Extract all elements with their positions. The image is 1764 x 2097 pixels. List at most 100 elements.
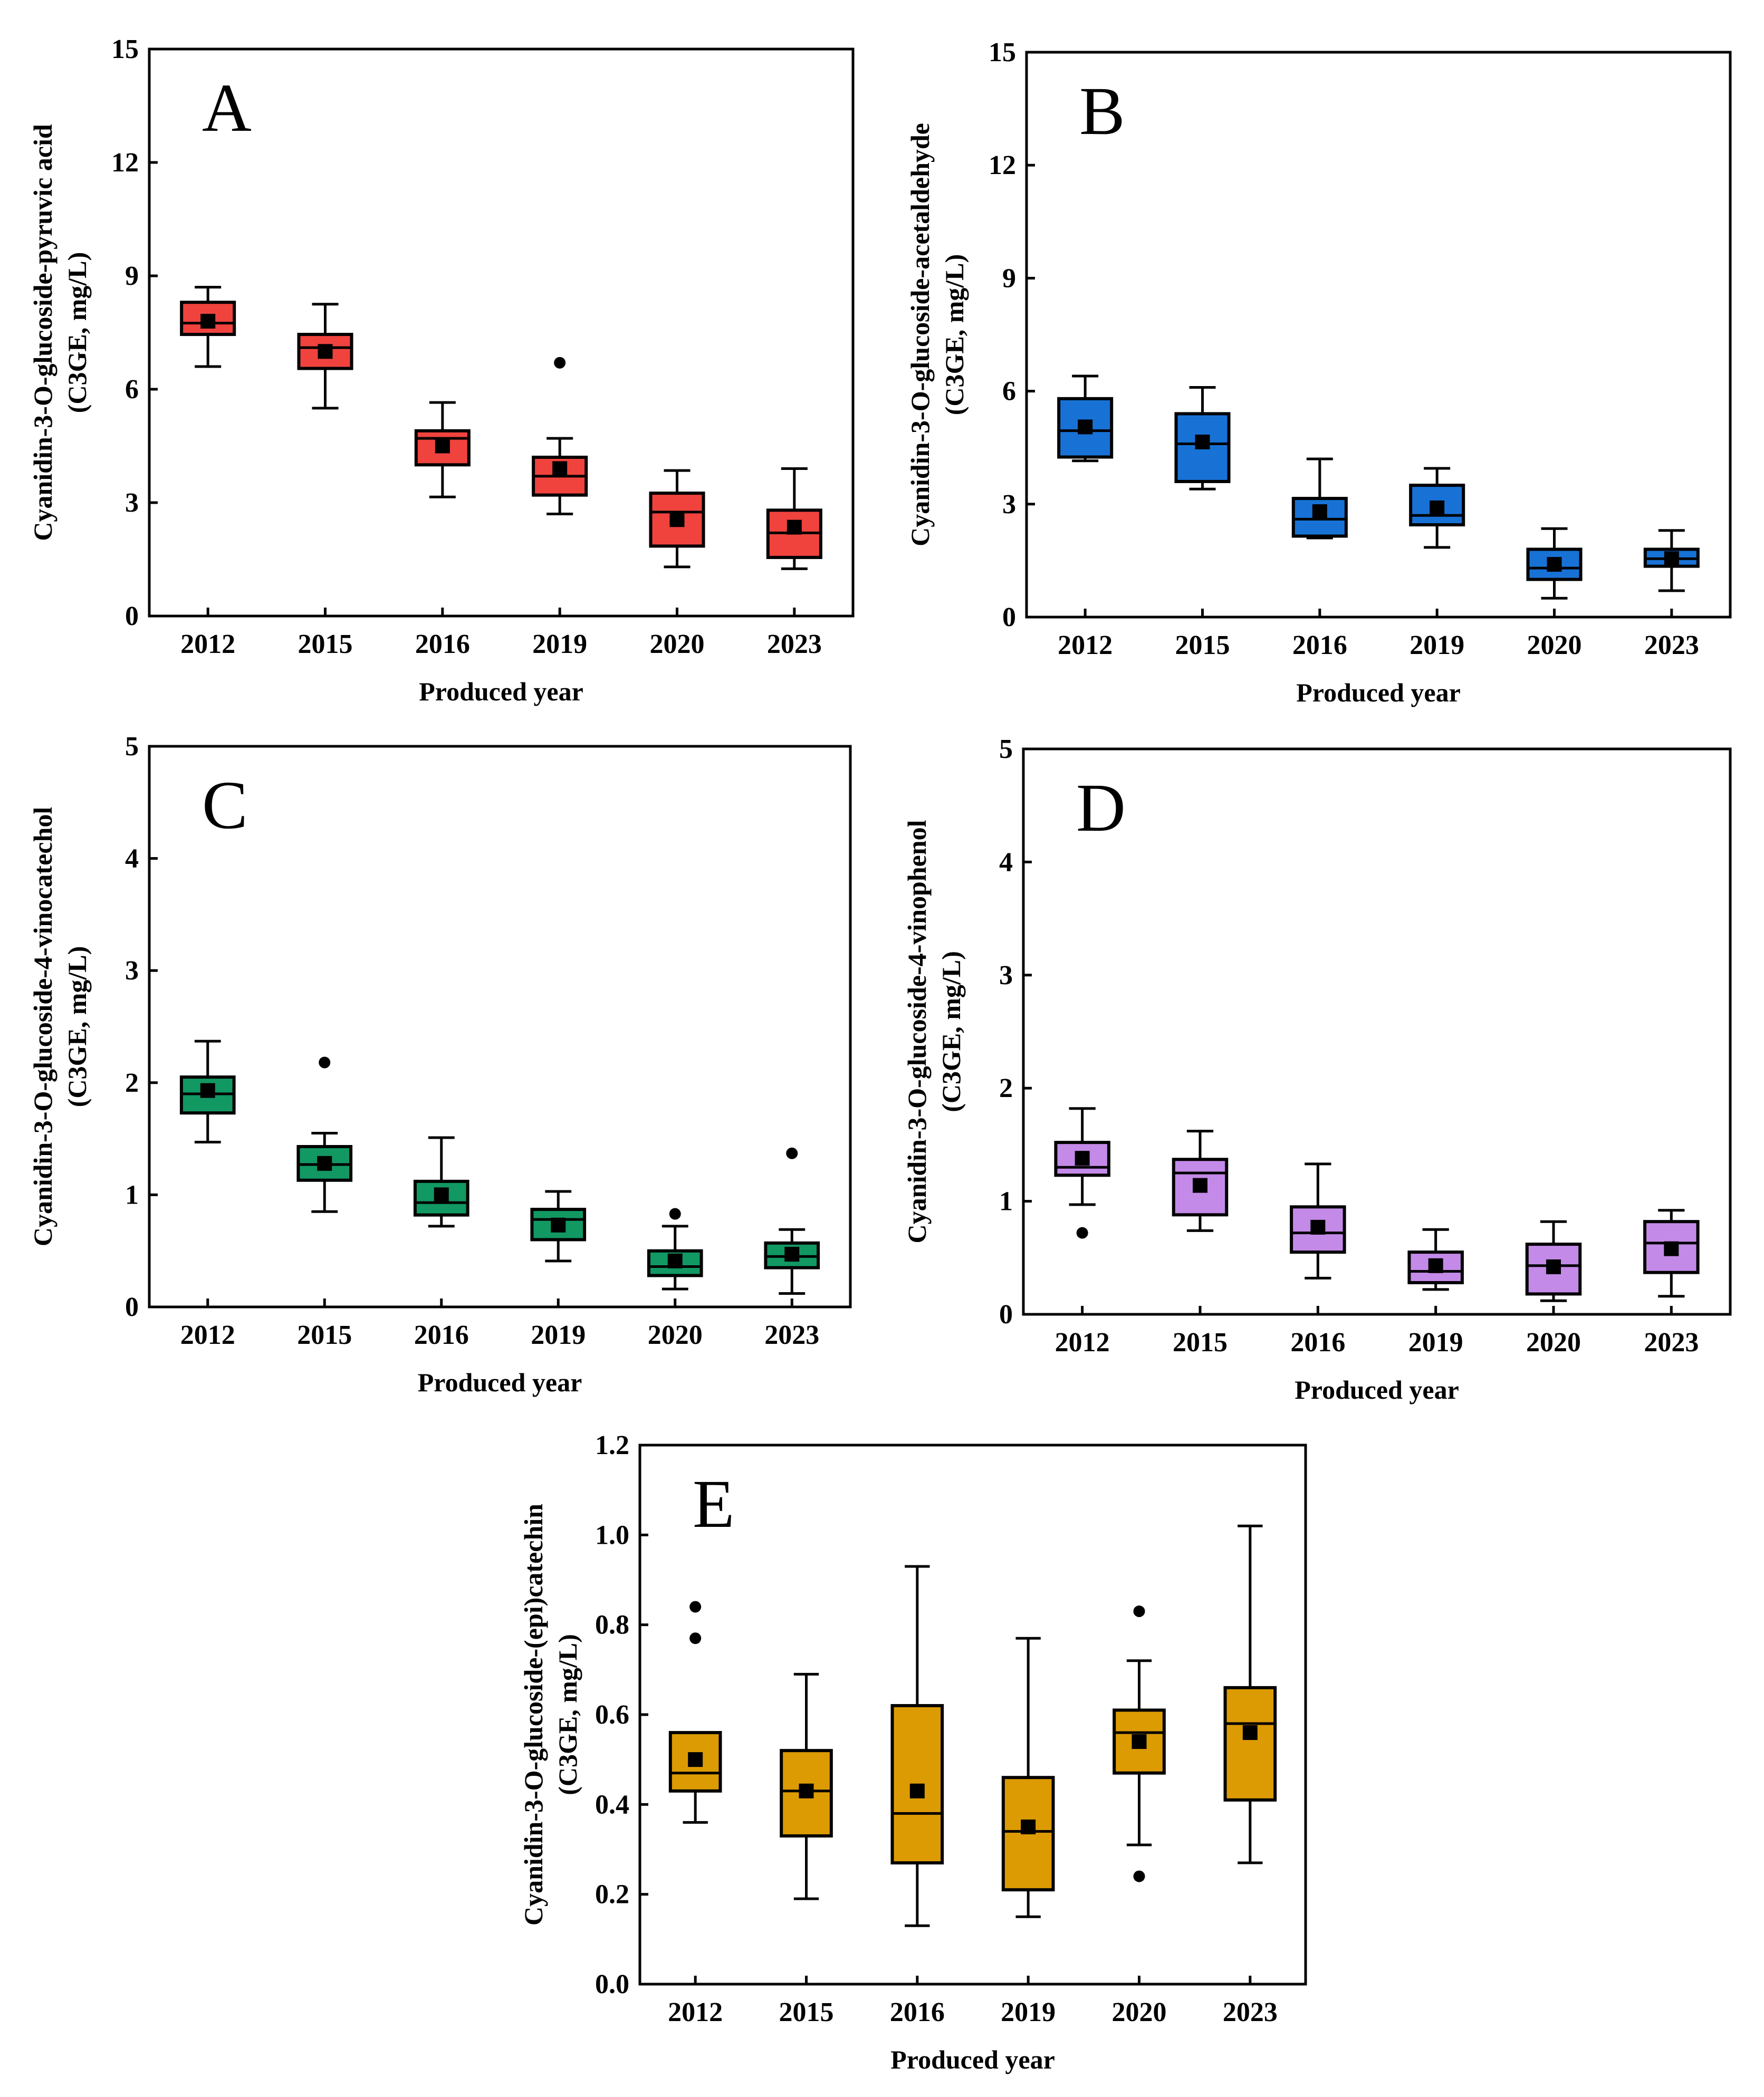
- box-d-2016: [1290, 1162, 1346, 1280]
- box-c-2020: [647, 1208, 703, 1291]
- mean-marker: [1430, 500, 1445, 515]
- box-d-2023: [1643, 1209, 1700, 1298]
- box-b-2016: [1291, 457, 1348, 540]
- x-tick-label: 2015: [779, 1997, 834, 2027]
- box-a-2016: [414, 401, 471, 498]
- x-tick-label: 2015: [1173, 1328, 1228, 1358]
- box-b-2012: [1057, 374, 1114, 463]
- mean-marker: [1132, 1734, 1147, 1749]
- x-tick-label: 2020: [650, 629, 705, 659]
- y-axis-title-line1: Cyanidin-3-O-glucoside-pyruvic acid: [28, 124, 57, 541]
- x-tick-label: 2020: [648, 1320, 703, 1350]
- mean-marker: [784, 1247, 800, 1262]
- box-e-2015: [780, 1672, 833, 1900]
- x-axis-title: Produced year: [418, 1368, 582, 1397]
- y-axis-title-line1: Cyanidin-3-O-glucoside-4-vinophenol: [902, 820, 932, 1243]
- mean-marker: [1078, 419, 1093, 435]
- x-tick-label: 2016: [414, 1320, 469, 1350]
- x-axis-title: Produced year: [1296, 678, 1461, 707]
- panel-letter-a: A: [202, 70, 252, 146]
- y-tick-label: 3: [1002, 489, 1016, 520]
- y-tick-label: 3: [125, 956, 139, 986]
- mean-marker: [787, 520, 802, 535]
- box-c-2016: [413, 1136, 469, 1228]
- box-a-2015: [297, 303, 353, 410]
- panel-e: 0.0 0.2 0.4 0.6 0.8 1.0 1.2 2012 2015 2016 2019 202…: [519, 1430, 1307, 2074]
- x-tick-label: 2023: [1644, 1328, 1699, 1358]
- y-tick-label: 12: [989, 150, 1016, 180]
- x-tick-label: 2023: [1223, 1997, 1278, 2027]
- panel-letter-b: B: [1079, 73, 1125, 149]
- iqr-box: [1057, 397, 1114, 459]
- x-tick-label: 2016: [415, 629, 470, 659]
- panel-b: 0 3 6 9 12 15 2012 2015 2016 2019 2020 2023 Produced…: [905, 37, 1732, 707]
- y-tick-label: 15: [111, 34, 139, 64]
- x-tick-label: 2015: [298, 629, 353, 659]
- x-tick-label: 2012: [180, 629, 235, 659]
- box-b-2019: [1409, 467, 1465, 549]
- plot-frame-b: [1025, 51, 1732, 619]
- y-tick-label: 1: [125, 1180, 139, 1210]
- x-tick-label: 2016: [890, 1997, 945, 2027]
- y-tick-label: 15: [989, 37, 1016, 68]
- mean-marker: [909, 1783, 925, 1798]
- mean-marker: [551, 1217, 566, 1233]
- mean-marker: [688, 1752, 703, 1767]
- x-axis-title: Produced year: [1295, 1375, 1459, 1405]
- x-tick-label: 2012: [1058, 630, 1113, 660]
- y-axis-title-line2: (C3GE, mg/L): [62, 252, 92, 413]
- box-e-2012: [668, 1601, 722, 1824]
- box-a-2023: [766, 467, 822, 570]
- y-tick-label: 1.2: [595, 1430, 629, 1460]
- mean-marker: [1664, 551, 1679, 566]
- box-a-2019: [532, 357, 588, 515]
- mean-marker: [669, 512, 685, 527]
- box-c-2023: [764, 1147, 820, 1295]
- y-tick-label: 0: [125, 1292, 139, 1322]
- box-d-2012: [1054, 1107, 1110, 1239]
- y-tick-label: 0.0: [595, 1969, 629, 1999]
- iqr-box: [1223, 1686, 1277, 1802]
- box-e-2016: [890, 1565, 944, 1927]
- y-tick-label: 2: [125, 1068, 139, 1098]
- x-tick-label: 2019: [1001, 1997, 1056, 2027]
- x-tick-label: 2016: [1290, 1328, 1345, 1358]
- y-tick-label: 6: [1002, 377, 1016, 407]
- mean-marker: [1664, 1241, 1679, 1256]
- box-c-2015: [296, 1056, 353, 1213]
- panel-letter-e: E: [693, 1466, 734, 1542]
- y-tick-label: 0.8: [595, 1610, 629, 1640]
- outlier-point: [319, 1056, 331, 1069]
- panel-letter-d: D: [1076, 770, 1126, 846]
- y-tick-label: 4: [999, 847, 1013, 877]
- plot-frame-e: [638, 1444, 1307, 1986]
- mean-marker: [1195, 434, 1210, 449]
- outlier-point: [689, 1601, 702, 1613]
- box-d-2015: [1172, 1130, 1229, 1232]
- box-b-2020: [1526, 527, 1583, 600]
- mean-marker: [1021, 1819, 1036, 1834]
- y-tick-label: 0.2: [595, 1880, 629, 1910]
- x-tick-label: 2015: [1175, 630, 1230, 660]
- y-axis-title-line2: (C3GE, mg/L): [553, 1634, 582, 1795]
- y-tick-label: 12: [111, 148, 139, 178]
- y-axis-title-line1: Cyanidin-3-O-glucoside-(epi)catechin: [519, 1504, 548, 1926]
- box-e-2019: [1001, 1637, 1055, 1918]
- x-tick-label: 2015: [297, 1320, 352, 1350]
- x-axis-title: Produced year: [890, 2045, 1055, 2074]
- y-tick-label: 0.4: [595, 1790, 629, 1820]
- plot-frame-a: [148, 47, 855, 618]
- y-axis-title-line2: (C3GE, mg/L): [62, 946, 92, 1108]
- outlier-point: [669, 1208, 681, 1220]
- panel-c: 0 1 2 3 4 5 2012 2015 2016 2019 2020 2023 Produced y…: [28, 732, 852, 1397]
- x-tick-label: 2019: [1408, 1328, 1463, 1358]
- x-tick-label: 2020: [1112, 1997, 1167, 2027]
- mean-marker: [1546, 1259, 1561, 1274]
- mean-marker: [667, 1253, 683, 1268]
- panel-letter-c: C: [202, 767, 248, 843]
- mean-marker: [1428, 1258, 1443, 1273]
- mean-marker: [1310, 1219, 1326, 1235]
- box-c-2019: [530, 1190, 587, 1263]
- y-tick-label: 5: [125, 732, 139, 762]
